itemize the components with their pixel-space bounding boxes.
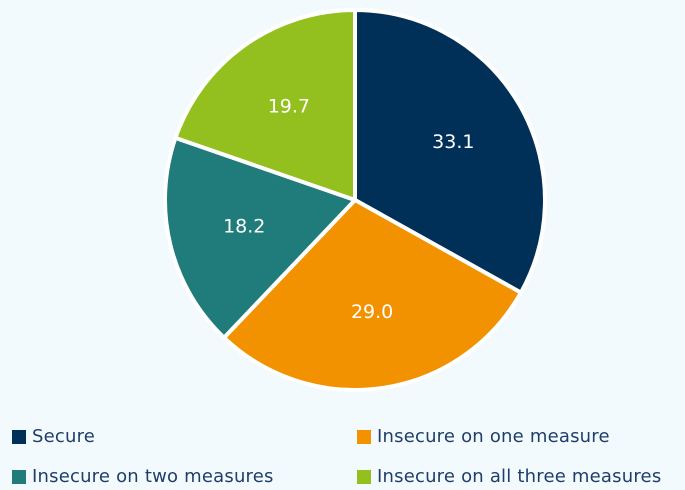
pie-slice-label-insecure-three: 19.7: [268, 96, 310, 118]
legend-item-insecure-three: Insecure on all three measures: [357, 466, 661, 487]
pie-slice-label-insecure-one: 29.0: [351, 301, 393, 323]
legend-item-secure: Secure: [12, 426, 95, 447]
pie-value-labels: 33.1 29.0 18.2 19.7: [223, 96, 474, 324]
chart-legend: Secure Insecure on one measure Insecure …: [12, 424, 685, 490]
pie-slice-insecure-two: [163, 135, 357, 340]
pie-slice-label-insecure-two: 18.2: [223, 215, 265, 237]
legend-swatch-insecure-two: [12, 469, 26, 484]
legend-label-insecure-three: Insecure on all three measures: [377, 466, 662, 487]
pie-plot-area: 33.1 29.0 18.2 19.7: [163, 8, 547, 392]
legend-item-insecure-two: Insecure on two measures: [12, 466, 274, 487]
pie-slice-insecure-one: [222, 198, 523, 392]
legend-label-insecure-two: Insecure on two measures: [32, 466, 274, 487]
legend-swatch-insecure-three: [357, 469, 371, 484]
pie-slices: [163, 8, 547, 392]
legend-label-secure: Secure: [32, 426, 96, 447]
pie-slice-label-secure: 33.1: [432, 131, 474, 153]
legend-label-insecure-one: Insecure on one measure: [377, 426, 610, 447]
legend-swatch-secure: [12, 429, 26, 444]
legend-item-insecure-one: Insecure on one measure: [357, 426, 610, 447]
pie-slice-secure: [353, 8, 547, 295]
pie-slice-insecure-three: [173, 8, 357, 202]
legend-swatch-insecure-one: [357, 429, 371, 444]
